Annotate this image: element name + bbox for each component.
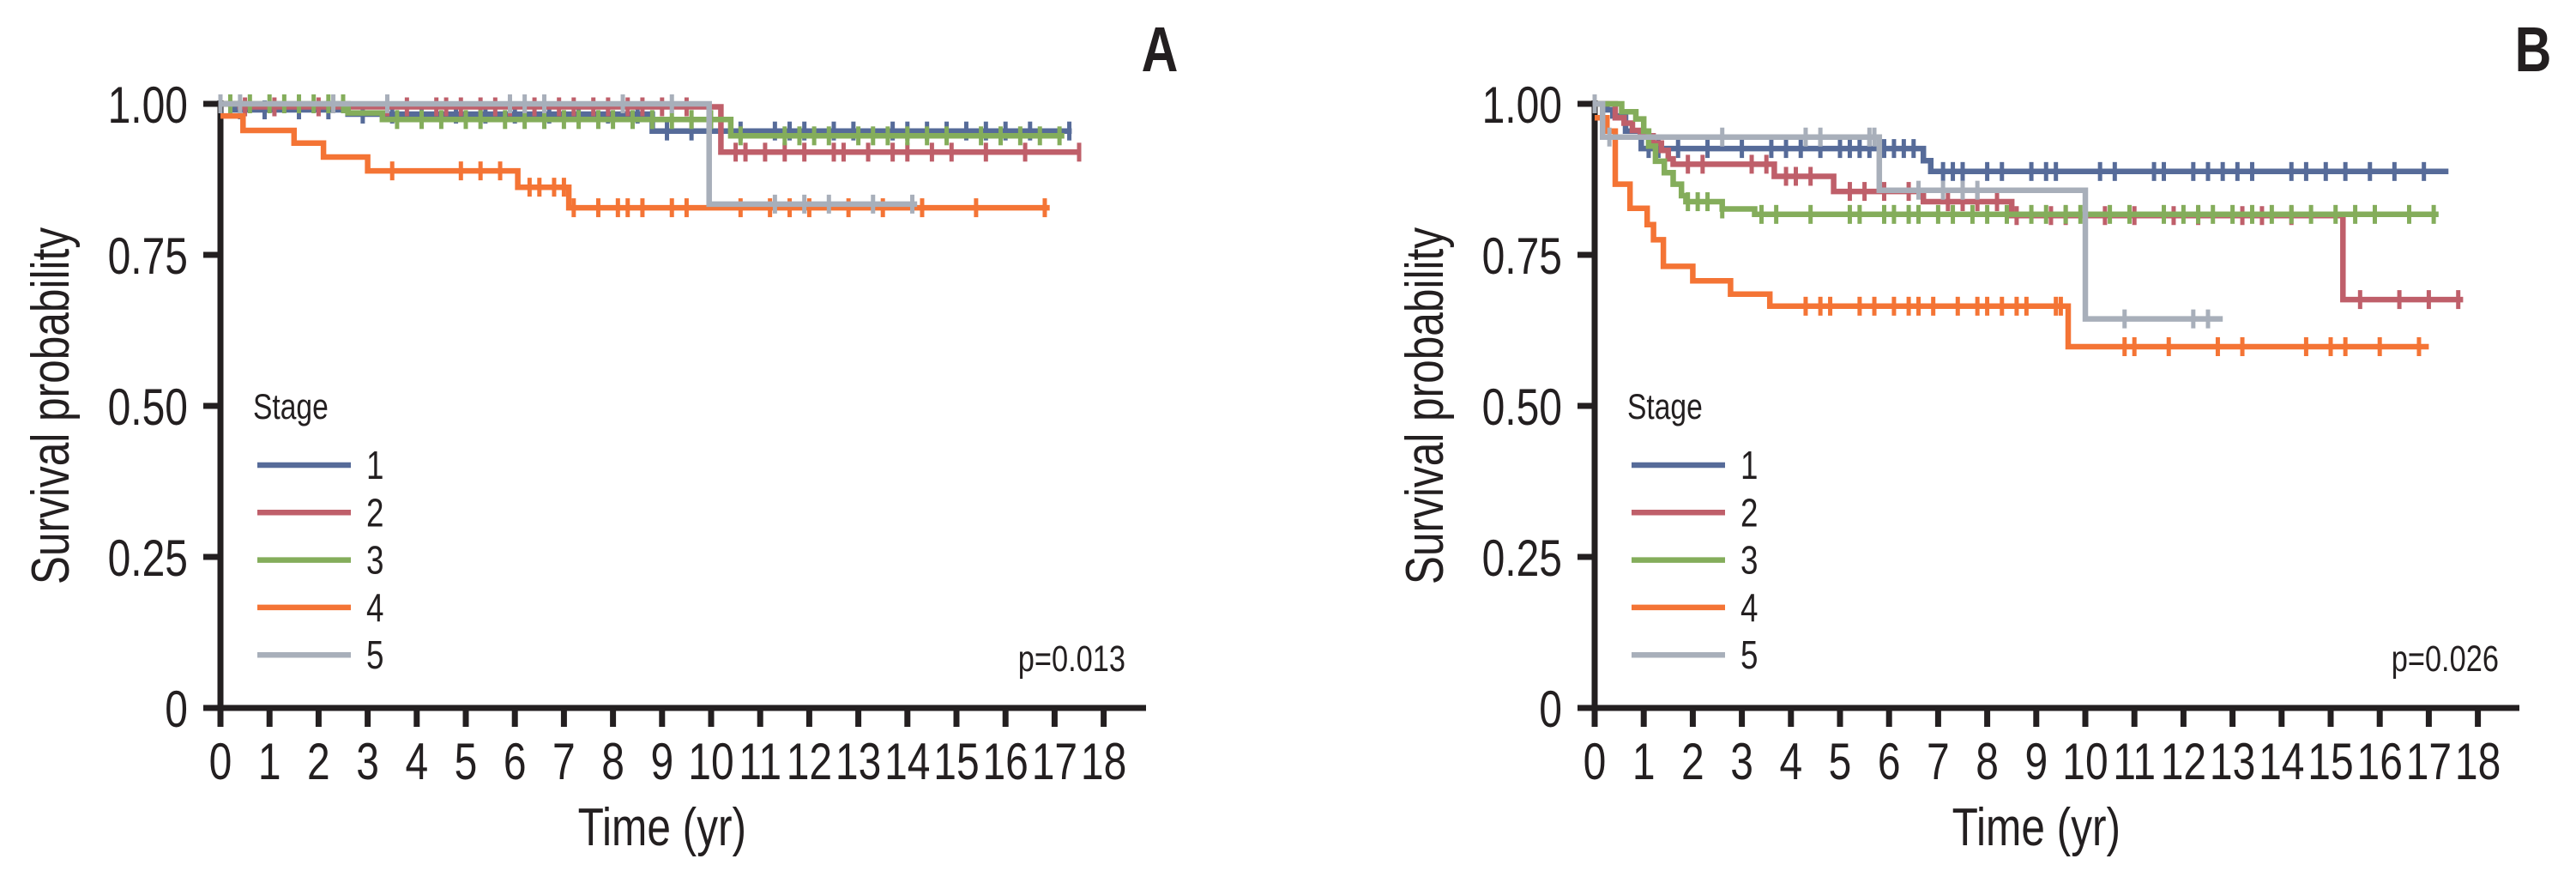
x-tick-label: 18 [1081, 733, 1126, 790]
x-tick-label: 10 [688, 733, 733, 790]
km-curve-stage-2 [1595, 100, 2464, 303]
km-curve-stage-4 [1595, 114, 2429, 350]
x-tick-label: 14 [2259, 733, 2304, 790]
y-tick-label: 0 [165, 680, 188, 738]
km-series-stage-1 [1595, 100, 2449, 181]
legend-item-stage-2: 2 [257, 490, 383, 535]
x-tick-label: 15 [2308, 733, 2353, 790]
km-curve-stage-5 [220, 100, 918, 208]
x-tick-label: 5 [1829, 733, 1852, 790]
km-series-stage-5 [218, 94, 918, 214]
x-tick-label: 3 [1730, 733, 1753, 790]
legend-item-stage-3: 3 [257, 538, 383, 583]
x-tick-label: 0 [1584, 733, 1607, 790]
x-tick-label: 12 [2161, 733, 2206, 790]
legend-label: 1 [366, 443, 383, 487]
legend-label: 1 [1740, 443, 1758, 487]
y-tick-label: 0 [1539, 680, 1562, 738]
x-tick-label: 8 [601, 733, 624, 790]
x-tick-label: 18 [2455, 733, 2501, 790]
legend-item-stage-3: 3 [1632, 538, 1758, 583]
x-tick-label: 0 [209, 733, 232, 790]
legend-item-stage-4: 4 [257, 585, 383, 630]
x-tick-label: 5 [455, 733, 478, 790]
x-tick-label: 2 [307, 733, 330, 790]
x-tick-label: 2 [1681, 733, 1704, 790]
km-series-stage-5 [1592, 94, 2223, 329]
y-tick-label: 1.00 [108, 76, 188, 134]
legend-title: Stage [1627, 388, 1703, 427]
panel-label: B [2515, 15, 2552, 86]
x-tick-label: 3 [356, 733, 379, 790]
km-curve-stage-5 [1595, 100, 2223, 322]
x-tick-label: 7 [1927, 733, 1950, 790]
x-axis-title: Time (yr) [578, 797, 746, 857]
km-curve-stage-4 [220, 112, 1050, 211]
km-series-stage-3 [1595, 100, 2439, 224]
km-series-stage-4 [220, 112, 1050, 218]
x-tick-label: 7 [552, 733, 576, 790]
y-tick-label: 1.00 [1482, 76, 1562, 134]
legend-label: 3 [366, 538, 383, 583]
x-tick-label: 16 [2357, 733, 2403, 790]
km-series-stage-2 [1595, 100, 2464, 310]
x-tick-label: 12 [787, 733, 832, 790]
x-tick-label: 11 [739, 733, 781, 790]
y-axis-title: Survival probability [1395, 227, 1455, 584]
km-series-stage-4 [1595, 114, 2429, 357]
x-tick-label: 1 [1632, 733, 1656, 790]
x-tick-label: 13 [836, 733, 881, 790]
x-tick-label: 1 [258, 733, 281, 790]
legend-item-stage-2: 2 [1632, 490, 1758, 535]
legend-label: 3 [1740, 538, 1758, 583]
y-tick-label: 0.25 [1482, 529, 1562, 587]
y-tick-label: 0.75 [108, 227, 188, 285]
legend-label: 4 [366, 585, 383, 630]
x-tick-label: 14 [884, 733, 930, 790]
y-tick-label: 0.25 [108, 529, 188, 587]
x-tick-label: 6 [1878, 733, 1901, 790]
x-tick-label: 16 [983, 733, 1029, 790]
x-tick-label: 15 [933, 733, 979, 790]
panel-a: A00.250.500.751.000 1 2 3 4 5 6 7 8 9 10 11 12 13 14 15… [21, 15, 1179, 857]
legend-item-stage-1: 1 [1632, 443, 1758, 487]
x-tick-label: 9 [650, 733, 673, 790]
legend-item-stage-5: 5 [1632, 632, 1758, 677]
legend-label: 2 [1740, 490, 1758, 535]
x-tick-label: 4 [1779, 733, 1802, 790]
y-tick-label: 0.50 [1482, 378, 1562, 436]
x-tick-label: 8 [1976, 733, 1999, 790]
legend-label: 4 [1740, 585, 1758, 630]
y-tick-label: 0.75 [1482, 227, 1562, 285]
y-tick-label: 0.50 [108, 378, 188, 436]
panel-b: B00.250.500.751.000 1 2 3 4 5 6 7 8 9 10 11 12 13 14 15… [1395, 15, 2552, 857]
legend-label: 5 [366, 632, 383, 677]
panel-label: A [1142, 15, 1179, 86]
y-axis-title: Survival probability [21, 227, 81, 584]
x-tick-label: 9 [2024, 733, 2048, 790]
legend-item-stage-5: 5 [257, 632, 383, 677]
legend-label: 5 [1740, 632, 1758, 677]
x-axis-title: Time (yr) [1952, 797, 2121, 857]
legend-title: Stage [253, 388, 329, 427]
km-curve-stage-3 [1595, 100, 2439, 218]
x-tick-label: 6 [504, 733, 527, 790]
x-tick-label: 17 [1032, 733, 1077, 790]
x-tick-label: 17 [2406, 733, 2452, 790]
p-value-annotation: p=0.013 [1018, 638, 1125, 679]
legend-item-stage-1: 1 [257, 443, 383, 487]
legend-label: 2 [366, 490, 383, 535]
x-tick-label: 10 [2062, 733, 2108, 790]
x-tick-label: 13 [2210, 733, 2255, 790]
x-tick-label: 4 [405, 733, 428, 790]
p-value-annotation: p=0.026 [2392, 638, 2499, 679]
legend-item-stage-4: 4 [1632, 585, 1758, 630]
x-tick-label: 11 [2113, 733, 2156, 790]
